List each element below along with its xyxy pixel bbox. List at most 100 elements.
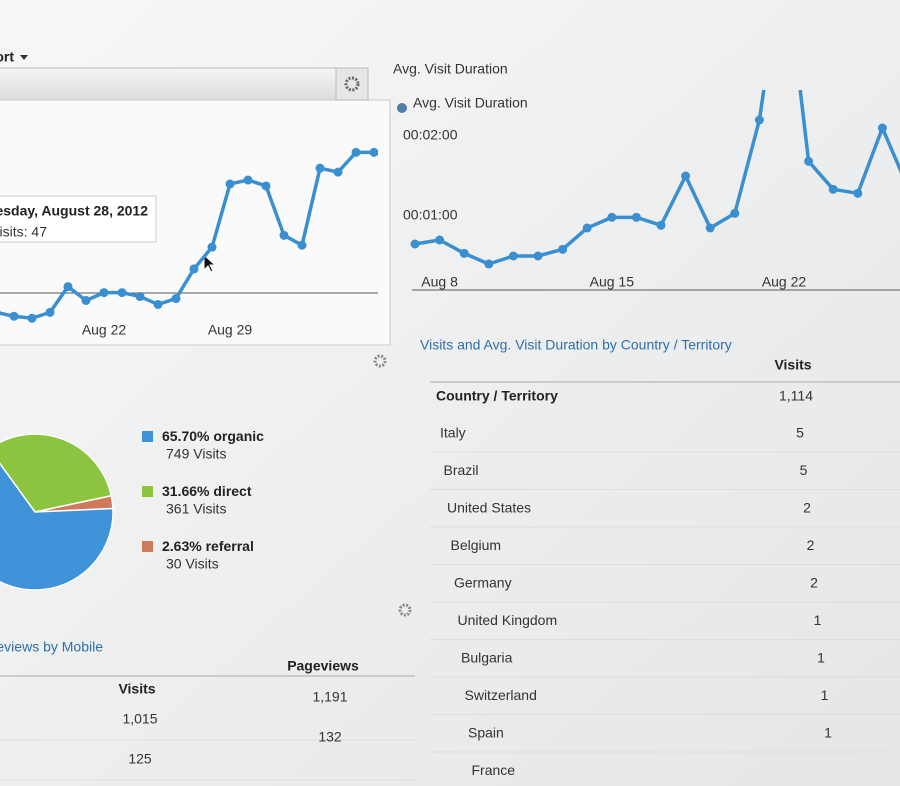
legend-name: direct: [213, 483, 251, 499]
table-cell: 1: [817, 650, 825, 666]
legend-swatch: [142, 486, 153, 497]
table-title: Pageviews by Mobile: [0, 639, 103, 655]
table-cell: France: [472, 762, 516, 778]
table-cell: 5: [796, 425, 804, 441]
data-point: [558, 244, 568, 254]
data-point: [804, 156, 814, 166]
data-point: [117, 288, 127, 298]
legend-label: Avg. Visit Duration: [413, 95, 528, 111]
legend-percent: 2.63%: [162, 538, 202, 554]
table-cell: Italy: [440, 425, 466, 441]
tooltip-value: Visits: 47: [0, 224, 47, 240]
data-point: [45, 307, 55, 317]
legend-visits: 30 Visits: [166, 556, 219, 572]
column-header[interactable]: Country / Territory: [436, 388, 558, 404]
data-point: [63, 282, 73, 292]
data-point: [607, 212, 617, 222]
table-cell: 1: [821, 687, 829, 703]
data-point: [0, 310, 1, 315]
data-point: [369, 147, 378, 157]
data-point: [582, 223, 592, 233]
line-series: [410, 90, 900, 269]
table-cell: United States: [447, 500, 531, 516]
line-series: [0, 147, 378, 323]
gear-icon[interactable]: [373, 354, 387, 368]
y-tick-label: 00:01:00: [403, 207, 458, 223]
table-cell: 5: [800, 462, 808, 478]
table-cell: 2: [810, 575, 818, 591]
table-cell: 1,191: [312, 689, 347, 705]
chart-toolbar: [0, 67, 369, 101]
data-point: [459, 248, 469, 258]
data-point: [207, 242, 217, 252]
data-point: [410, 239, 420, 249]
legend-swatch: [397, 103, 407, 113]
tooltip: [0, 195, 157, 243]
legend-swatch: [142, 541, 153, 552]
table-title: Visits and Avg. Visit Duration by Countr…: [420, 337, 732, 353]
legend-label: 65.70% organic: [162, 428, 264, 444]
export-menu[interactable]: Export: [0, 49, 14, 65]
legend-label: 2.63% referral: [162, 538, 254, 554]
data-point: [279, 230, 289, 240]
table-cell: 1: [814, 612, 822, 628]
legend-visits: 749 Visits: [166, 446, 226, 462]
data-point: [508, 251, 518, 261]
mouse-cursor: [203, 253, 217, 273]
legend-visits: 361 Visits: [166, 501, 226, 517]
data-point: [351, 147, 361, 157]
y-tick-label: 00:02:00: [403, 127, 458, 143]
gear-icon[interactable]: [398, 603, 412, 617]
table-cell: Bulgaria: [461, 650, 513, 666]
data-point: [81, 296, 91, 305]
chart-title: Avg. Visit Duration: [393, 61, 508, 77]
table-cell: Brazil: [444, 462, 479, 478]
legend-percent: 65.70%: [162, 428, 210, 444]
data-point: [730, 208, 740, 218]
data-point: [243, 175, 253, 185]
x-tick-label: Aug 22: [762, 274, 807, 290]
table-cell: 1,015: [122, 711, 157, 727]
data-point: [828, 184, 838, 194]
table-cell: United Kingdom: [458, 612, 558, 628]
table-cell: 125: [128, 751, 152, 767]
column-header[interactable]: Visits: [118, 681, 155, 697]
data-point: [297, 240, 307, 250]
table-cell: 132: [318, 729, 342, 745]
settings-button[interactable]: [335, 67, 369, 101]
data-point: [315, 163, 325, 173]
pie-slice: [0, 462, 114, 591]
data-point: [189, 264, 199, 274]
legend-percent: 31.66%: [162, 483, 210, 499]
column-header[interactable]: Visits: [774, 357, 811, 373]
data-point: [225, 179, 235, 189]
legend-swatch: [142, 431, 153, 442]
data-point: [9, 311, 19, 321]
legend-name: referral: [206, 538, 254, 554]
table-cell: 2: [807, 537, 815, 553]
data-point: [435, 235, 445, 245]
x-tick-label: Aug 22: [82, 322, 127, 338]
x-tick-label: Aug 15: [590, 274, 635, 290]
data-line: [0, 150, 374, 321]
data-point: [153, 299, 163, 309]
table-cell: Belgium: [451, 537, 502, 553]
data-point: [261, 181, 271, 191]
table-cell: 1: [824, 725, 832, 741]
legend-name: organic: [213, 428, 264, 444]
data-point: [681, 171, 691, 181]
column-header[interactable]: Pageviews: [287, 658, 359, 674]
tooltip-date: Wednesday, August 28, 2012: [0, 203, 148, 219]
legend-label: 31.66% direct: [162, 483, 252, 499]
dropdown-arrow: [20, 55, 28, 60]
gear-icon: [344, 76, 360, 92]
total-visits: 1,114: [779, 388, 813, 404]
data-point: [853, 188, 863, 198]
data-point: [754, 115, 764, 125]
data-point: [333, 167, 343, 177]
data-point: [99, 288, 109, 298]
pie-slice: [0, 433, 113, 513]
data-point: [27, 313, 37, 323]
